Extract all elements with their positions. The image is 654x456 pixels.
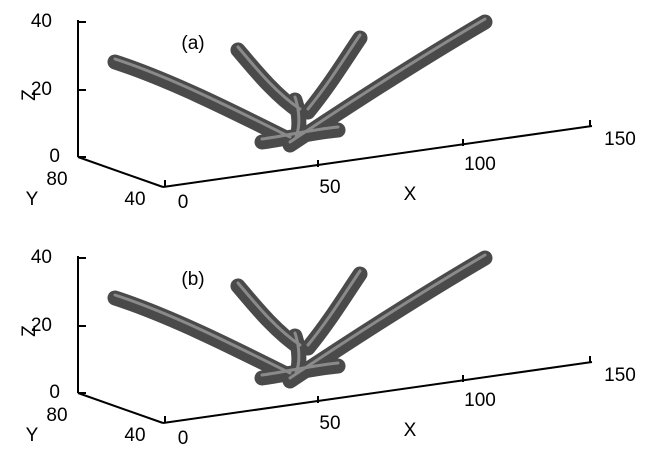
z-axis-label: Z — [19, 325, 40, 337]
figure: 020408040050100150ZYX(a)0204080400501001… — [0, 0, 654, 451]
x-axis-label: X — [404, 420, 417, 441]
z-tick-label: 40 — [31, 11, 52, 32]
x-axis — [163, 126, 592, 187]
z-axis-label: Z — [19, 89, 40, 101]
y-tick-label: 80 — [46, 405, 67, 426]
y-tick-label: 40 — [124, 189, 145, 210]
y-axis — [78, 393, 163, 423]
x-tick-label: 100 — [464, 390, 496, 411]
y-tick-label: 40 — [124, 425, 145, 446]
x-tick-label: 50 — [319, 413, 340, 434]
x-axis-label: X — [404, 184, 417, 205]
y-axis-label: Y — [26, 425, 39, 446]
x-tick-label: 150 — [604, 129, 636, 150]
z-tick-label: 0 — [49, 146, 60, 167]
z-tick-label: 40 — [31, 247, 52, 268]
y-tick-label: 80 — [46, 169, 67, 190]
x-tick-label: 50 — [319, 177, 340, 198]
x-axis — [163, 362, 592, 423]
x-tick-label: 0 — [178, 192, 189, 213]
z-tick-label: 0 — [49, 382, 60, 403]
x-tick-label: 150 — [604, 365, 636, 386]
x-tick-label: 100 — [464, 154, 496, 175]
y-axis-label: Y — [26, 189, 39, 210]
panel-label: (b) — [181, 269, 204, 290]
x-tick-label: 0 — [178, 428, 189, 449]
y-axis — [78, 157, 163, 187]
panel-label: (a) — [181, 33, 204, 54]
